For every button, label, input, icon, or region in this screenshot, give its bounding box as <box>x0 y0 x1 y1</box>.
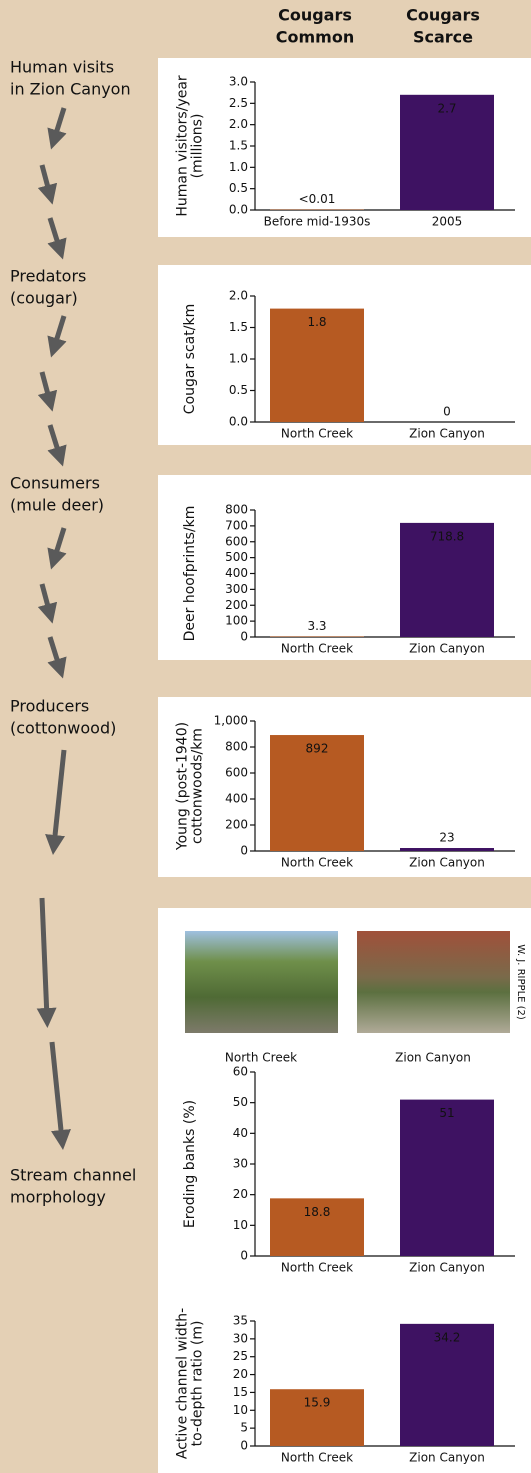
y-axis-label: (millions) <box>190 114 206 179</box>
y-tick-label: 5 <box>240 1421 248 1435</box>
x-tick-label: Zion Canyon <box>409 856 485 870</box>
x-tick-label: Zion Canyon <box>409 1261 485 1275</box>
y-tick-label: 10 <box>233 1403 248 1417</box>
y-axis-label: Cougar scat/km <box>182 304 198 414</box>
y-tick-label: 40 <box>233 1126 248 1140</box>
y-tick-label: 600 <box>225 534 248 548</box>
y-tick-label: 15 <box>233 1385 248 1399</box>
y-axis-label: to-depth ratio (m) <box>190 1321 206 1447</box>
bar <box>400 1100 494 1256</box>
y-tick-label: 50 <box>233 1095 248 1109</box>
x-tick-label: Zion Canyon <box>409 427 485 441</box>
y-tick-label: 20 <box>233 1187 248 1201</box>
y-tick-label: 300 <box>225 582 248 596</box>
arrows <box>42 108 64 1140</box>
photo-caption: Zion Canyon <box>395 1051 471 1065</box>
value-label: 15.9 <box>304 1396 331 1410</box>
stage-label: morphology <box>10 1188 106 1207</box>
y-tick-label: 700 <box>225 518 248 532</box>
y-tick-label: 1,000 <box>214 714 248 728</box>
x-tick-label: Zion Canyon <box>409 1451 485 1465</box>
y-tick-label: 0.5 <box>229 383 248 397</box>
value-label: 2.7 <box>437 101 456 115</box>
value-label: 51 <box>439 1106 454 1120</box>
y-tick-label: 1.5 <box>229 139 248 153</box>
value-label: 34.2 <box>434 1330 461 1344</box>
y-tick-label: 400 <box>225 792 248 806</box>
y-tick-label: 35 <box>233 1314 248 1328</box>
stage-label: in Zion Canyon <box>10 80 131 99</box>
y-tick-label: 0.5 <box>229 181 248 195</box>
stage-label: Producers <box>10 697 89 716</box>
column-header: Scarce <box>413 28 473 47</box>
y-tick-label: 30 <box>233 1157 248 1171</box>
value-label: 718.8 <box>430 529 464 543</box>
y-axis-label: Eroding banks (%) <box>182 1100 198 1228</box>
value-label: 892 <box>306 742 329 756</box>
bar <box>400 848 494 851</box>
column-header: Cougars <box>278 6 352 25</box>
x-tick-label: North Creek <box>281 1451 353 1465</box>
y-tick-label: 30 <box>233 1331 248 1345</box>
y-tick-label: 25 <box>233 1349 248 1363</box>
y-tick-label: 0 <box>240 630 248 644</box>
y-tick-label: 1.5 <box>229 320 248 334</box>
y-tick-label: 2.5 <box>229 96 248 110</box>
y-tick-label: 3.0 <box>229 75 248 89</box>
value-label: 18.8 <box>304 1205 331 1219</box>
y-tick-label: 600 <box>225 766 248 780</box>
y-axis-label: Active channel width- <box>175 1308 191 1459</box>
y-tick-label: 2.0 <box>229 289 248 303</box>
y-tick-label: 60 <box>233 1065 248 1079</box>
y-tick-label: 500 <box>225 550 248 564</box>
value-label: 1.8 <box>307 315 326 329</box>
x-tick-label: 2005 <box>432 215 463 229</box>
y-tick-label: 0 <box>240 1439 248 1453</box>
y-tick-label: 10 <box>233 1218 248 1232</box>
x-tick-label: North Creek <box>281 856 353 870</box>
stage-label: Predators <box>10 267 86 286</box>
value-label: 23 <box>439 831 454 845</box>
photo-credit: W. J. RIPPLE (2) <box>515 944 526 1020</box>
x-tick-label: Zion Canyon <box>409 642 485 656</box>
stage-label: (mule deer) <box>10 496 104 515</box>
value-label: <0.01 <box>299 192 336 206</box>
y-tick-label: 800 <box>225 740 248 754</box>
photo-caption: North Creek <box>225 1051 297 1065</box>
y-tick-label: 0 <box>240 1249 248 1263</box>
y-tick-label: 200 <box>225 598 248 612</box>
y-tick-label: 1.0 <box>229 160 248 174</box>
y-tick-label: 0 <box>240 844 248 858</box>
stage-label: Human visits <box>10 58 114 77</box>
stage-label: (cottonwood) <box>10 719 116 738</box>
y-tick-label: 800 <box>225 503 248 517</box>
bar <box>270 636 364 637</box>
column-header: Cougars <box>406 6 480 25</box>
stage-label: Consumers <box>10 474 100 493</box>
x-tick-label: North Creek <box>281 427 353 441</box>
x-tick-label: Before mid-1930s <box>264 215 371 229</box>
y-tick-label: 100 <box>225 614 248 628</box>
column-header: Common <box>276 28 354 47</box>
x-tick-label: North Creek <box>281 642 353 656</box>
y-tick-label: 0.0 <box>229 203 248 217</box>
stage-label: Stream channel <box>10 1166 136 1185</box>
value-label: 3.3 <box>307 619 326 633</box>
photo <box>357 931 510 1033</box>
stage-label: (cougar) <box>10 289 78 308</box>
y-tick-label: 400 <box>225 566 248 580</box>
y-axis-label: Human visitors/year <box>175 75 191 217</box>
y-tick-label: 1.0 <box>229 352 248 366</box>
value-label: 0 <box>443 405 451 419</box>
y-tick-label: 0.0 <box>229 415 248 429</box>
photo <box>185 931 338 1033</box>
y-axis-label: Young (post-1940) <box>175 722 191 851</box>
y-axis-label: cottonwoods/km <box>190 728 206 844</box>
figure: North Creek Zion Canyon W. J. RIPPLE (2)… <box>0 0 531 1473</box>
y-tick-label: 200 <box>225 818 248 832</box>
y-axis-label: Deer hoofprints/km <box>182 506 198 642</box>
y-tick-label: 20 <box>233 1367 248 1381</box>
y-tick-label: 2.0 <box>229 117 248 131</box>
x-tick-label: North Creek <box>281 1261 353 1275</box>
